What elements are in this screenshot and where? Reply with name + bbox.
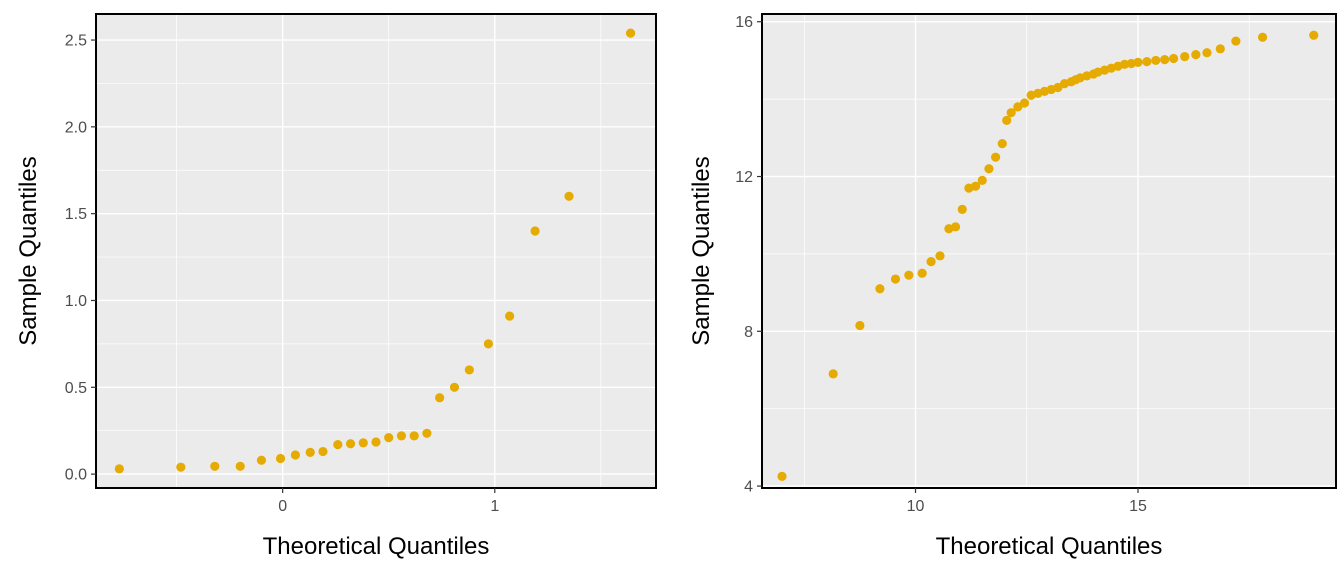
data-point: [890, 274, 901, 284]
panel-border: [95, 13, 657, 489]
data-point: [371, 437, 381, 447]
data-point: [1019, 98, 1030, 108]
y-tick-label: 4: [744, 479, 753, 496]
data-point: [318, 446, 328, 457]
data-point: [1160, 55, 1170, 65]
data-point: [935, 251, 945, 261]
data-point: [464, 365, 474, 375]
data-point: [1180, 51, 1190, 62]
data-point: [275, 453, 286, 464]
data-point: [1151, 55, 1161, 66]
y-tick-label: 2.0: [65, 119, 87, 136]
data-point: [384, 433, 394, 443]
data-point: [855, 320, 865, 331]
data-point: [1002, 115, 1012, 126]
data-point: [984, 164, 994, 174]
y-tick-label: 16: [735, 14, 753, 31]
data-point: [564, 191, 574, 201]
data-point: [1191, 50, 1201, 60]
panel-2: 10 15 4 8 12 16 Theoretical Quantiles Sample Qu…: [688, 13, 1337, 560]
data-point: [483, 339, 494, 349]
data-point: [1168, 53, 1179, 64]
data-point: [114, 464, 124, 474]
data-point: [977, 175, 987, 185]
data-point: [970, 181, 981, 191]
data-point: [926, 257, 936, 267]
data-point: [333, 439, 343, 450]
data-point: [875, 284, 885, 294]
y-tick-label: 8: [744, 324, 753, 341]
data-point: [1006, 108, 1016, 118]
data-point: [505, 311, 515, 321]
data-point: [409, 431, 419, 441]
y-tick-label: 2.5: [65, 33, 87, 50]
data-points: [114, 28, 636, 474]
x-tick-label: 15: [1129, 498, 1147, 515]
y-tick-label: 1.0: [65, 293, 87, 310]
x-tick-label: 1: [490, 498, 499, 515]
data-point: [917, 268, 927, 278]
data-point: [1202, 48, 1212, 58]
data-point: [358, 438, 368, 448]
data-point: [828, 369, 838, 379]
data-point: [435, 393, 445, 403]
x-axis-title: Theoretical Quantiles: [936, 533, 1163, 560]
data-point: [235, 461, 245, 471]
y-axis-title: Sample Quantiles: [15, 156, 42, 345]
x-tick-label: 0: [278, 498, 287, 515]
y-tick-label: 0.5: [65, 380, 87, 397]
data-point: [1309, 30, 1319, 40]
data-point: [1120, 59, 1130, 69]
data-point: [950, 222, 961, 232]
data-point: [904, 270, 914, 280]
y-tick-label: 12: [735, 169, 753, 186]
x-tick-label: 10: [907, 498, 925, 515]
data-point: [530, 226, 540, 236]
data-point: [1142, 56, 1152, 67]
data-point: [957, 204, 967, 215]
panel-background: [762, 14, 1336, 488]
data-point: [305, 447, 315, 458]
data-point: [449, 382, 460, 392]
data-point: [290, 450, 300, 460]
data-point: [345, 439, 356, 449]
data-point: [997, 139, 1007, 149]
data-point: [625, 28, 636, 38]
data-point: [396, 431, 407, 441]
data-point: [1231, 36, 1241, 46]
panel-background: [96, 14, 656, 488]
data-point: [256, 455, 267, 465]
data-point: [1215, 44, 1225, 54]
data-point: [777, 471, 787, 481]
data-point: [1133, 57, 1143, 67]
data-point: [1053, 82, 1063, 93]
x-axis-title: Theoretical Quantiles: [263, 533, 490, 560]
panel-border: [761, 13, 1337, 489]
y-axis-title: Sample Quantiles: [688, 156, 715, 345]
y-tick-label: 0.0: [65, 467, 87, 484]
y-tick-label: 1.5: [65, 206, 87, 223]
data-point: [176, 462, 186, 472]
panel-1: 0 1 0.0 0.5 1.0 1.5 2.0 2.5 Theoretical Quantile…: [15, 13, 657, 560]
data-point: [991, 152, 1001, 162]
data-point: [422, 428, 432, 438]
data-point: [210, 461, 220, 471]
data-point: [1257, 32, 1268, 42]
data-points: [777, 30, 1319, 481]
data-point: [1013, 102, 1023, 112]
